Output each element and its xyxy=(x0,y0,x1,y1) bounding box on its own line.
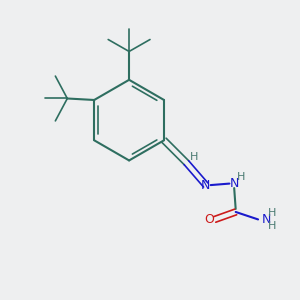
Text: H: H xyxy=(190,152,198,162)
Text: H: H xyxy=(237,172,245,182)
Text: H: H xyxy=(268,208,277,218)
Text: N: N xyxy=(230,177,239,190)
Text: O: O xyxy=(205,213,214,226)
Text: N: N xyxy=(201,179,211,192)
Text: N: N xyxy=(262,213,271,226)
Text: H: H xyxy=(268,221,277,231)
